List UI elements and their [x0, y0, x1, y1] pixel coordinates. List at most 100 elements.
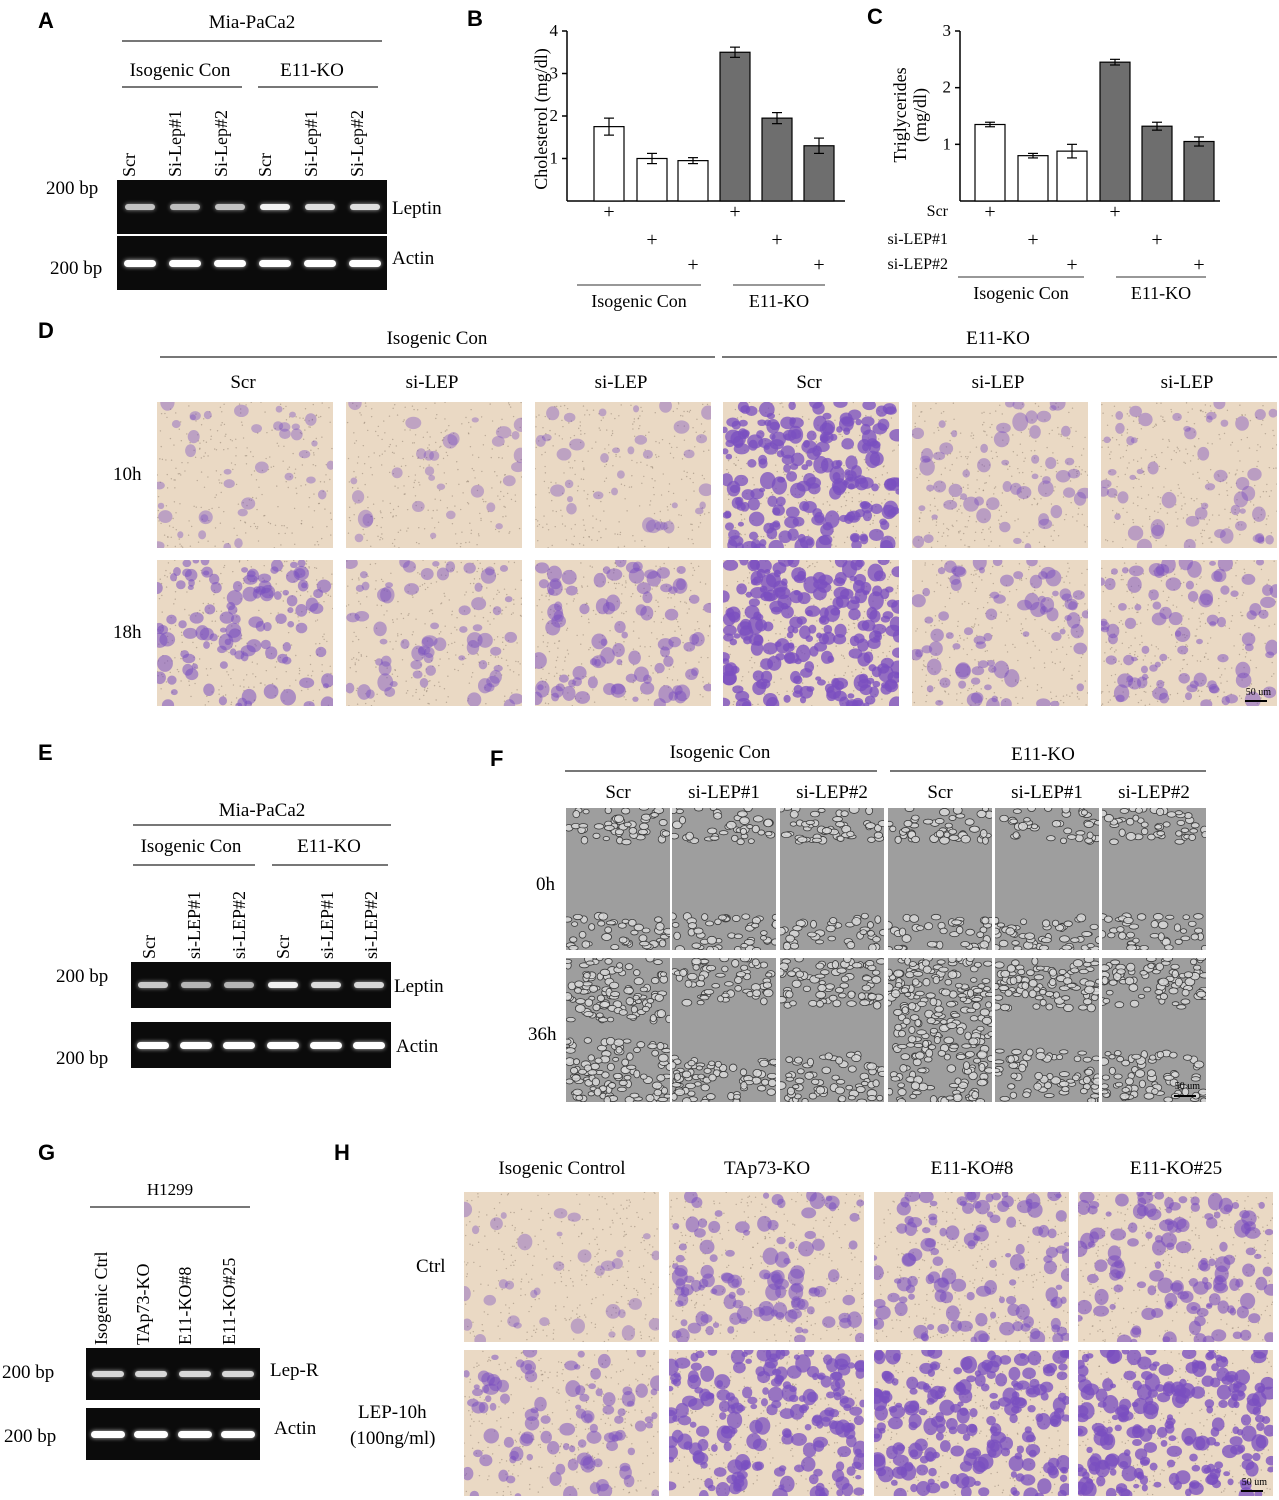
column-label-f: si-LEP#1 [688, 782, 760, 803]
group-label-e11ko-f: E11-KO [1011, 744, 1075, 765]
micrograph [912, 560, 1088, 706]
gel-band [221, 1430, 256, 1438]
column-label-h: E11-KO#8 [930, 1158, 1014, 1179]
bar [1099, 61, 1131, 202]
column-label-d: si-LEP [971, 372, 1025, 393]
group-rule-isogenic-d [160, 356, 715, 358]
lane-label: E11-KO#25 [219, 1257, 239, 1345]
group-label-isogenic-a: Isogenic Con [129, 60, 231, 81]
marker-label-g-bottom: 200 bp [4, 1426, 57, 1447]
y-axis-title: Cholesterol (mg/dl) [531, 48, 552, 189]
leptin-gel-e [131, 962, 391, 1008]
gel-band [91, 1371, 124, 1377]
bar [761, 117, 793, 202]
micrograph [535, 560, 711, 706]
bar [593, 126, 625, 202]
gel-band [259, 204, 290, 210]
y-axis-title-line2: (mg/dl) [910, 88, 931, 142]
treatment-plus: + [646, 229, 657, 251]
column-label-f: si-LEP#2 [1118, 782, 1190, 803]
y-tick-label: 3 [943, 21, 952, 40]
gel-band [223, 1041, 256, 1049]
panel-label-h: H [334, 1140, 350, 1165]
gel-band [178, 1371, 211, 1377]
scale-bar [1174, 1095, 1196, 1097]
gel-label-actin-e: Actin [396, 1036, 439, 1057]
gel-label-actin-a: Actin [392, 248, 435, 269]
lane-label: Si-Lep#1 [165, 110, 185, 177]
bar [1141, 125, 1173, 202]
bar [1183, 140, 1215, 202]
micrograph [1101, 402, 1277, 548]
marker-label-a-top: 200 bp [46, 178, 99, 199]
marker-label-g-top: 200 bp [2, 1362, 55, 1383]
group-rule-e11ko-a [258, 86, 378, 88]
treatment-plus: + [1109, 201, 1120, 223]
marker-label-e-top: 200 bp [56, 966, 109, 987]
row-label: Scr [927, 203, 949, 220]
column-label-d: si-LEP [1160, 372, 1214, 393]
micrograph [346, 560, 522, 706]
column-label-f: si-LEP#2 [796, 782, 868, 803]
micrograph [912, 402, 1088, 548]
panel-label-g: G [38, 1140, 56, 1165]
lane-label: Si-Lep#1 [301, 110, 321, 177]
gel-band [303, 259, 336, 267]
row-label: si-LEP#1 [888, 231, 948, 248]
lane-label: Scr [119, 153, 139, 177]
gel-label-lepr-g: Lep-R [270, 1360, 319, 1381]
bar [1017, 155, 1049, 202]
group-label: Isogenic Con [973, 283, 1068, 303]
gel-band [213, 259, 246, 267]
lane-label: si-LEP#1 [184, 890, 204, 959]
group-rule-e11ko-e [272, 864, 388, 866]
micrograph [723, 402, 899, 548]
row-label-lep-h-line1: LEP-10h [358, 1402, 427, 1423]
panel-label-a: A [38, 8, 54, 33]
scale-bar-label: 50 um [1245, 687, 1271, 698]
gel-band [348, 259, 381, 267]
row-label-0h-f: 0h [536, 874, 555, 895]
micrograph [157, 560, 333, 706]
wound-micrograph [672, 958, 776, 1102]
gel-band [222, 1371, 255, 1377]
wound-micrograph [672, 808, 776, 950]
wound-micrograph: 50 um [1102, 958, 1206, 1102]
micrograph: 50 um [1101, 560, 1277, 706]
wound-micrograph [780, 808, 884, 950]
group-label-isogenic-e: Isogenic Con [140, 836, 242, 857]
panel-label-f: F [490, 746, 504, 771]
y-axis-title-line1: Triglycerides [890, 67, 910, 162]
group-label: E11-KO [749, 291, 809, 311]
lane-label: Scr [273, 935, 293, 959]
column-label-d: si-LEP [594, 372, 648, 393]
scale-bar [1241, 1490, 1263, 1492]
gel-band [90, 1430, 125, 1438]
column-label-h: E11-KO#25 [1129, 1158, 1223, 1179]
column-label-h: Isogenic Control [498, 1158, 626, 1179]
lane-label: Si-Lep#2 [211, 110, 231, 177]
cell-line-rule-e [133, 824, 391, 826]
y-tick-label: 4 [550, 21, 559, 40]
group-rule-isogenic-a [122, 86, 242, 88]
group-label-e11ko-e: E11-KO [297, 836, 361, 857]
gel-band [135, 1371, 168, 1377]
bar [1056, 150, 1088, 202]
actin-gel-e [131, 1022, 391, 1068]
group-label-isogenic-d: Isogenic Con [386, 328, 488, 349]
treatment-plus: + [1193, 254, 1204, 276]
gel-band [266, 1041, 299, 1049]
cell-line-rule-a [122, 40, 382, 42]
column-label-d: Scr [796, 372, 822, 393]
gel-band [137, 982, 168, 988]
marker-label-a-bottom: 200 bp [50, 258, 103, 279]
column-label-f: si-LEP#1 [1011, 782, 1083, 803]
column-label-h: TAp73-KO [723, 1158, 811, 1179]
scale-bar-label: 50 um [1241, 1477, 1267, 1488]
scale-bar [1245, 700, 1267, 702]
lane-label: si-LEP#1 [317, 890, 337, 959]
panel-label-b: B [467, 6, 483, 31]
wound-micrograph [566, 808, 670, 950]
y-tick-label: 2 [550, 106, 559, 125]
